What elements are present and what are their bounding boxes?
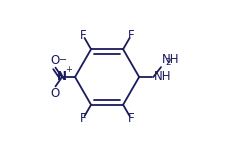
Text: +: + xyxy=(65,65,72,74)
Text: NH: NH xyxy=(154,71,171,83)
Text: F: F xyxy=(80,112,86,125)
Text: F: F xyxy=(128,29,135,42)
Text: NH: NH xyxy=(162,53,179,66)
Text: O: O xyxy=(50,54,59,67)
Text: N: N xyxy=(57,71,67,83)
Text: −: − xyxy=(59,55,67,65)
Text: F: F xyxy=(80,29,86,42)
Text: 2: 2 xyxy=(166,58,171,67)
Text: F: F xyxy=(128,112,135,125)
Text: O: O xyxy=(50,87,59,100)
